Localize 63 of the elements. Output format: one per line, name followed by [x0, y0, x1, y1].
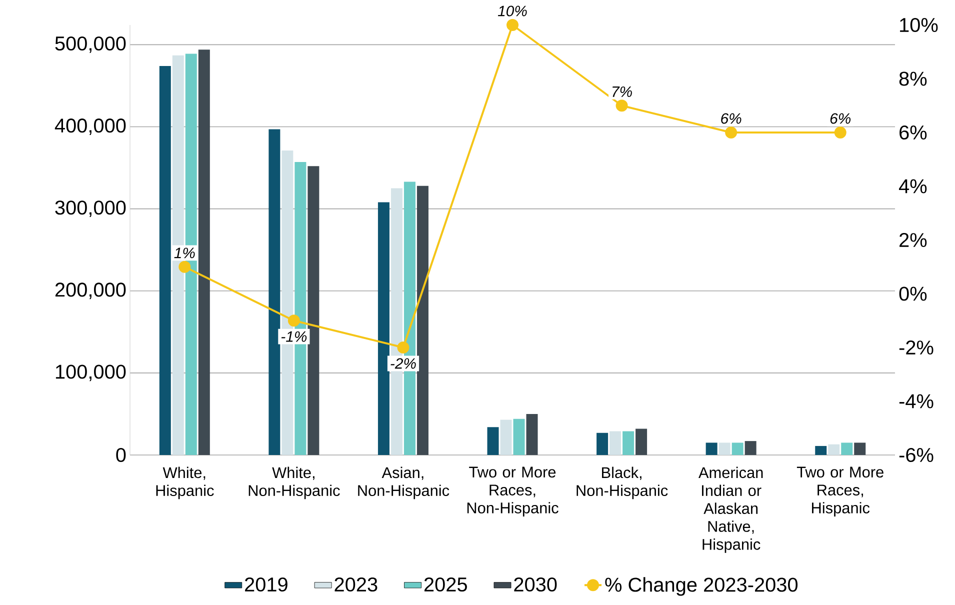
bar — [487, 427, 499, 455]
legend-label: 2023 — [334, 577, 378, 592]
bar — [526, 414, 538, 455]
bar — [198, 50, 210, 455]
x-tick-label: American Indian or Alaskan Native, Hispanic — [698, 466, 763, 553]
bar — [828, 444, 840, 455]
bar — [815, 446, 827, 455]
bar — [268, 129, 280, 455]
y2-tick-label: 4% — [898, 179, 927, 194]
point — [616, 100, 628, 112]
bar — [500, 420, 512, 455]
bar — [706, 442, 718, 455]
bar — [841, 442, 853, 455]
data-label: 7% — [612, 86, 632, 97]
y-tick-label: 400,000 — [54, 118, 126, 135]
y2-tick-label: 6% — [900, 125, 927, 140]
y2-tick-label: -2% — [899, 340, 934, 355]
bar — [416, 186, 428, 455]
bar — [513, 418, 525, 455]
data-label: 6% — [830, 113, 851, 124]
data-label: -1% — [281, 331, 307, 342]
bar — [718, 442, 730, 455]
x-tick-label: Two or More Races, Hispanic — [796, 466, 884, 516]
data-label: 10% — [498, 6, 527, 16]
bar — [378, 202, 390, 455]
bar — [854, 442, 866, 455]
bar — [610, 431, 622, 455]
y2-tick-label: 10% — [900, 18, 938, 32]
y-tick-label: 100,000 — [56, 364, 126, 382]
x-tick-label: White, Hispanic — [156, 466, 214, 500]
bar — [732, 442, 744, 455]
point — [725, 126, 738, 138]
data-label: 6% — [721, 113, 742, 124]
x-tick-label: Asian, Non-Hispanic — [358, 466, 450, 500]
bar — [596, 432, 608, 455]
x-tick-label: White, Non-Hispanic — [248, 466, 340, 500]
legend-label: 2030 — [514, 577, 557, 592]
y-tick-label: 200,000 — [55, 282, 126, 300]
y2-tick-label: -4% — [899, 394, 934, 408]
y2-tick-label: 8% — [899, 72, 927, 86]
x-tick-label: Two or More Races, Non-Hispanic — [467, 466, 558, 516]
data-label: -2% — [390, 358, 416, 369]
y2-tick-label: 0% — [899, 286, 927, 301]
point — [288, 314, 300, 327]
legend-label: % Change 2023-2030 — [605, 577, 798, 596]
bar — [159, 66, 171, 455]
data-label: 1% — [174, 248, 195, 258]
point — [397, 341, 410, 354]
bar — [622, 431, 634, 455]
x-tick-label: Black, Non-Hispanic — [576, 466, 668, 500]
bar — [744, 441, 756, 455]
y-tick-label: 300,000 — [55, 200, 126, 218]
bar — [308, 166, 320, 455]
legend-label: 2019 — [245, 577, 288, 592]
point — [834, 126, 846, 138]
y-tick-label: 500,000 — [55, 36, 126, 53]
bar — [636, 428, 648, 455]
point — [506, 18, 519, 31]
y2-tick-label: -6% — [899, 448, 934, 462]
point — [178, 260, 191, 273]
y-tick-label: 0 — [116, 448, 126, 462]
legend-label: 2025 — [424, 577, 467, 592]
y2-tick-label: 2% — [900, 232, 927, 248]
